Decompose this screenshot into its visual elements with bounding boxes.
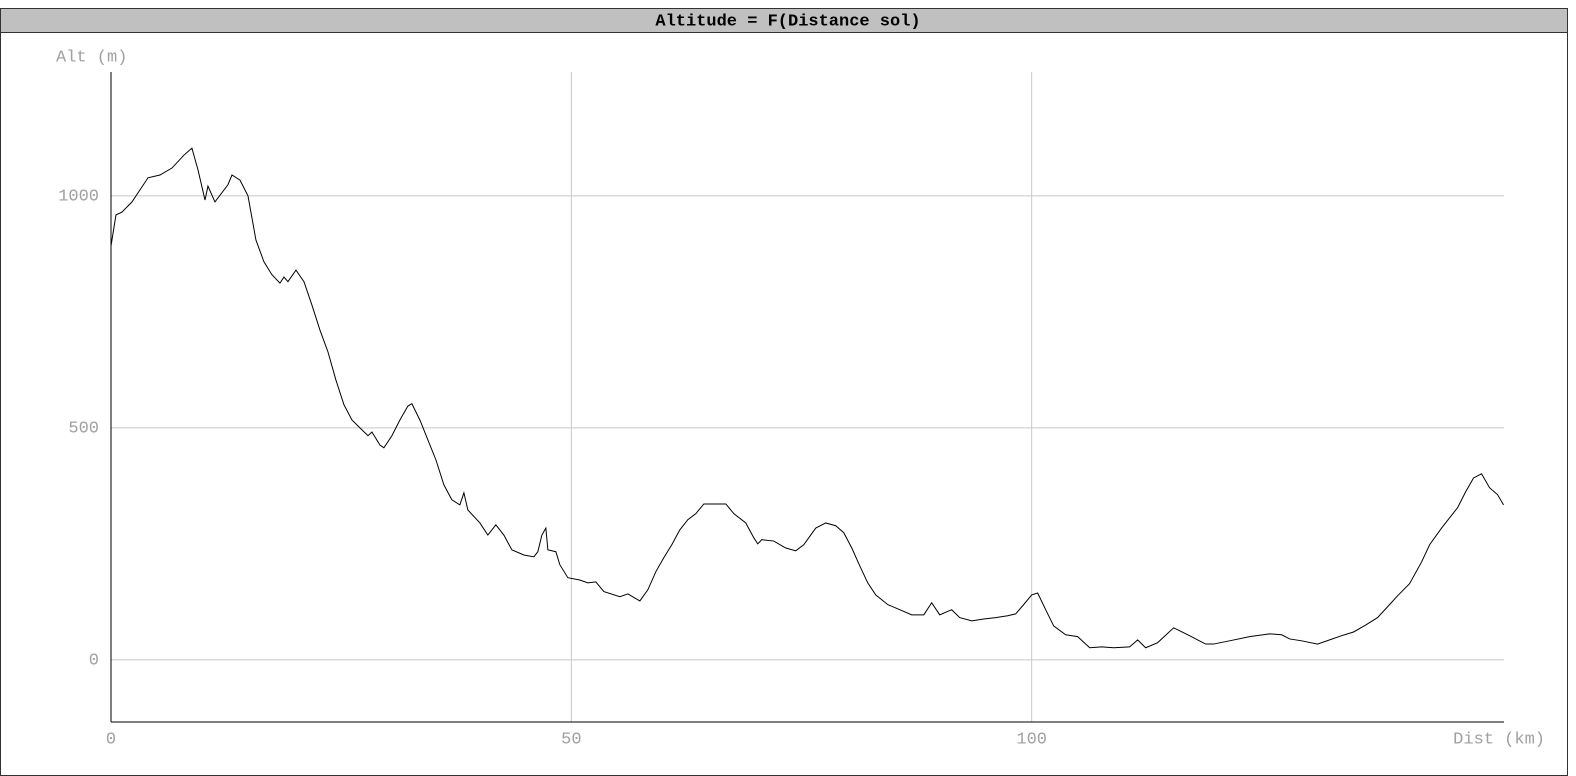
x-tick-label: 100 <box>1016 730 1047 749</box>
y-axis-label: Alt (m) <box>56 48 127 67</box>
window-frame <box>0 8 1568 776</box>
x-tick-label: 0 <box>106 730 116 749</box>
chart-title: Altitude = F(Distance sol) <box>655 12 920 31</box>
y-tick-label: 500 <box>68 419 99 438</box>
title-bar <box>0 8 1568 33</box>
x-tick-label: 50 <box>561 730 581 749</box>
y-tick-label: 1000 <box>58 187 99 206</box>
altitude-line <box>110 147 1504 649</box>
y-tick-label: 0 <box>89 651 99 670</box>
x-axis-label: Dist (km) <box>1453 730 1545 749</box>
